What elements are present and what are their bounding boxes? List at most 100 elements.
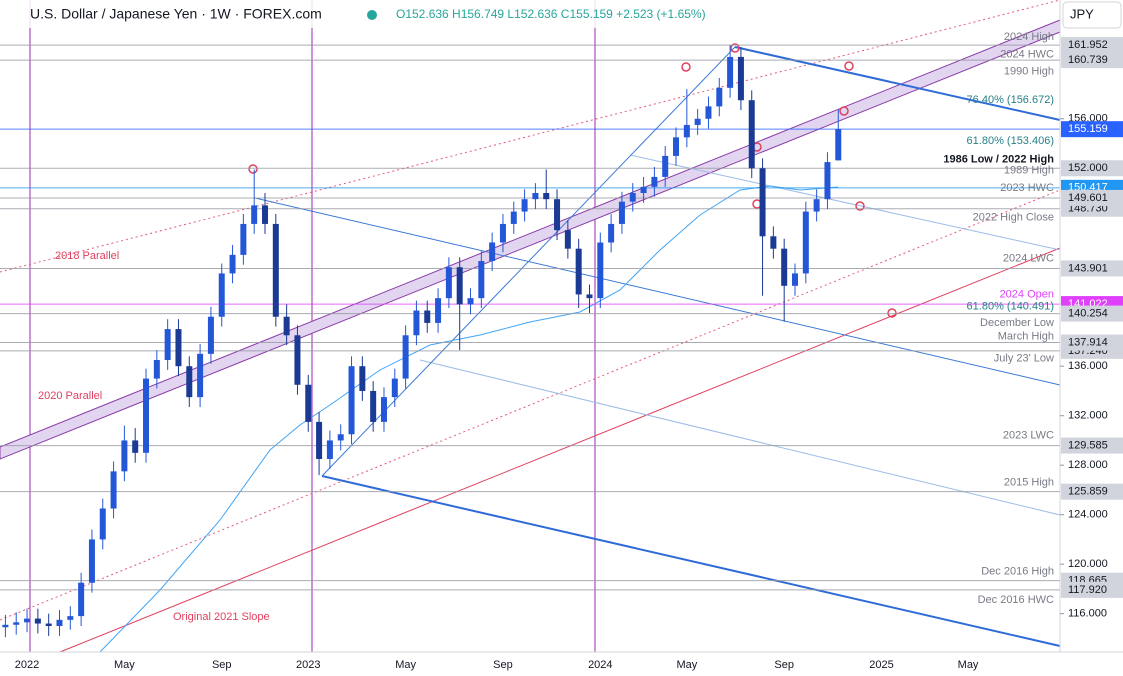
candle-body [207, 316, 214, 354]
candle-body [45, 623, 52, 627]
level-annotation: July 23' Low [994, 353, 1054, 365]
candle-body [770, 236, 777, 249]
candle-body [175, 329, 182, 367]
level-annotation: 1990 High [1004, 66, 1054, 78]
candle-body [532, 193, 539, 200]
candle-body [683, 124, 690, 138]
price-tag [1061, 189, 1123, 206]
candle-body [370, 390, 377, 422]
trend-line [734, 46, 1061, 121]
candle-body [391, 378, 398, 398]
price-tag-label: 129.585 [1068, 439, 1108, 451]
candle-body [218, 273, 225, 317]
candle-body [229, 254, 236, 274]
time-axis-labels: 2022 May Sep 2023 May Sep 2024 May Sep 2025 May [15, 659, 979, 671]
price-tag [1061, 437, 1123, 454]
x-tick-label: Sep [493, 659, 513, 671]
level-annotation: 2023 HWC [1000, 182, 1054, 194]
trend-line [254, 197, 1061, 386]
candle-body [586, 294, 593, 299]
x-tick-label: May [958, 659, 979, 671]
level-annotation: 2022 High Close [973, 212, 1054, 224]
candle-body [99, 508, 106, 540]
candle-body [521, 199, 528, 212]
candle-body [262, 205, 268, 224]
level-annotation: 2024 HWC [1000, 48, 1054, 60]
pivot-marker [681, 62, 691, 72]
channel-label: Original 2021 Slope [173, 611, 270, 623]
candle-body [499, 223, 506, 243]
level-annotation: December Low [980, 317, 1054, 329]
marks: 2024 High 2024 HWC 1990 High 76.40% (156.67… [0, 31, 1060, 638]
candle-body [662, 155, 669, 177]
y-tick-label: 128.000 [1068, 459, 1108, 471]
candle-body [510, 211, 517, 224]
trend-line [419, 359, 1061, 516]
level-annotation: March High [998, 330, 1054, 342]
axis-layer: 116.000 120.000 124.000 128.000 132.000 136.0… [1060, 37, 1123, 620]
candle-body [629, 193, 636, 202]
candle-body [13, 622, 20, 625]
slope-line [59, 247, 1061, 653]
price-tag [1061, 581, 1123, 598]
trend-line [321, 475, 1061, 647]
candle-body [835, 129, 842, 161]
symbol-title: U.S. Dollar / Japanese Yen · 1W · FOREX.… [30, 6, 322, 22]
price-tag [1061, 305, 1123, 322]
candle-body [824, 162, 831, 200]
dotted-parallel [0, 189, 1061, 621]
header-bar [0, 0, 760, 28]
pivot-marker [844, 61, 854, 71]
price-tag-label: 143.901 [1068, 262, 1108, 274]
candle-body [337, 434, 344, 441]
currency-label[interactable]: JPY [1070, 6, 1094, 21]
pivot-marker [887, 308, 897, 318]
pivot-marker [855, 201, 865, 211]
candle-body [467, 298, 474, 305]
y-tick-label: 132.000 [1068, 410, 1108, 422]
candle-body [802, 211, 809, 274]
level-annotation: 2023 LWC [1003, 429, 1054, 441]
candle-body [110, 471, 117, 509]
x-tick-label: May [395, 659, 416, 671]
x-tick-label: May [676, 659, 697, 671]
price-tag-label: 161.952 [1068, 39, 1108, 51]
trend-line [321, 46, 736, 477]
market-status [367, 10, 377, 20]
candle-body [694, 118, 701, 125]
y-tick-label: 116.000 [1068, 608, 1107, 620]
candle-body [88, 539, 95, 583]
candle-body [413, 310, 420, 336]
y-tick-label: 136.000 [1068, 360, 1108, 372]
candle-body [456, 267, 463, 305]
candle-body [380, 397, 387, 422]
candle-body [121, 440, 128, 472]
pivot-marker [839, 106, 849, 116]
candle-body [608, 223, 615, 243]
candle-body [143, 378, 150, 453]
price-tag [1061, 37, 1123, 54]
level-annotation: 2024 High [1004, 31, 1054, 43]
candle-body [564, 230, 571, 249]
candle-body [24, 618, 31, 623]
candle-body [316, 421, 323, 459]
y-tick-label: 124.000 [1068, 509, 1108, 521]
price-tag-label: 117.920 [1068, 584, 1107, 596]
trend-line [629, 154, 1061, 251]
candle-body [251, 205, 258, 224]
candle-body [186, 366, 193, 398]
candle-body [424, 310, 431, 323]
candle-body [792, 273, 798, 286]
time-axis [0, 652, 1123, 676]
candle-body [283, 316, 290, 336]
candle-body [673, 137, 680, 156]
level-annotation: Dec 2016 HWC [978, 594, 1054, 606]
price-tag [1061, 483, 1123, 500]
x-tick-label: 2025 [869, 659, 893, 671]
candle-body [727, 56, 734, 88]
x-tick-label: 2022 [15, 659, 39, 671]
level-annotation: 1986 Low / 2022 High [943, 154, 1054, 166]
price-tag-label: 149.601 [1068, 192, 1108, 204]
currency-button[interactable] [1062, 1, 1122, 29]
